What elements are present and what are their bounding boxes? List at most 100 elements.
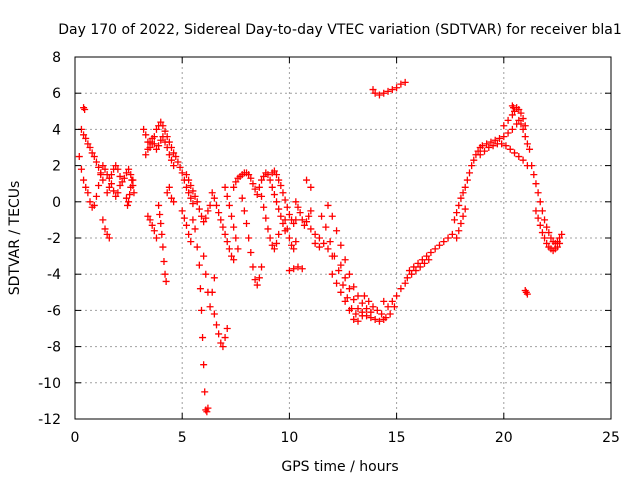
- x-tick-label-4: 20: [495, 430, 513, 446]
- y-tick-label-3: -6: [47, 303, 61, 319]
- data-point-0-346: [461, 205, 469, 213]
- data-point-0-49: [116, 182, 124, 190]
- data-point-0-397: [532, 180, 540, 188]
- data-point-0-391: [509, 104, 517, 112]
- data-point-0-376: [506, 145, 514, 153]
- data-point-0-171: [232, 234, 240, 242]
- data-point-0-274: [358, 299, 366, 307]
- data-point-0-244: [303, 218, 311, 226]
- data-point-0-302: [386, 310, 394, 318]
- data-point-0-213: [275, 205, 283, 213]
- data-point-0-335: [425, 256, 433, 264]
- data-point-0-26: [101, 225, 109, 233]
- data-point-0-81: [157, 136, 165, 144]
- data-point-0-266: [324, 201, 332, 209]
- data-point-0-136: [199, 334, 207, 342]
- data-point-0-152: [219, 343, 227, 351]
- x-axis-label: GPS time / hours: [281, 459, 398, 475]
- data-point-0-181: [247, 174, 255, 182]
- data-point-0-333: [416, 263, 424, 271]
- data-point-0-120: [187, 182, 195, 190]
- data-point-0-4: [84, 189, 92, 197]
- data-point-0-221: [277, 182, 285, 190]
- data-point-0-88: [144, 212, 152, 220]
- data-point-0-361: [508, 125, 516, 133]
- data-point-0-118: [182, 171, 190, 179]
- data-point-0-379: [519, 156, 527, 164]
- data-point-0-265: [352, 310, 360, 318]
- data-point-0-339: [457, 194, 465, 202]
- data-point-0-160: [219, 223, 227, 231]
- data-point-0-314: [384, 87, 392, 95]
- data-point-0-9: [95, 182, 103, 190]
- data-point-0-219: [273, 171, 281, 179]
- data-point-0-305: [384, 303, 392, 311]
- data-point-0-194: [258, 263, 266, 271]
- data-point-0-389: [521, 122, 529, 130]
- data-point-0-206: [260, 172, 268, 180]
- data-point-0-290: [358, 308, 366, 316]
- data-point-0-191: [251, 276, 259, 284]
- data-point-0-138: [201, 388, 209, 396]
- data-point-0-292: [367, 314, 375, 322]
- data-point-0-319: [405, 267, 413, 275]
- data-point-0-356: [487, 138, 495, 146]
- data-point-0-201: [268, 241, 276, 249]
- data-point-0-46: [110, 187, 118, 195]
- data-point-0-288: [350, 296, 358, 304]
- data-point-0-412: [536, 221, 544, 229]
- data-point-0-249: [307, 225, 315, 233]
- data-point-0-45: [107, 180, 115, 188]
- data-point-0-28: [105, 234, 113, 242]
- data-point-0-102: [165, 183, 173, 191]
- data-point-0-239: [292, 198, 300, 206]
- data-point-0-91: [150, 227, 158, 235]
- data-point-0-275: [363, 305, 371, 313]
- data-point-0-90: [148, 221, 156, 229]
- data-point-0-382: [504, 116, 512, 124]
- data-point-0-327: [440, 238, 448, 246]
- data-point-0-155: [208, 189, 216, 197]
- data-point-0-317: [397, 80, 405, 88]
- data-point-0-38: [120, 174, 128, 182]
- data-point-0-199: [264, 225, 272, 233]
- data-point-0-140: [203, 408, 211, 416]
- data-point-0-122: [191, 192, 199, 200]
- data-point-0-209: [266, 176, 274, 184]
- data-point-0-101: [163, 189, 171, 197]
- data-point-0-257: [318, 212, 326, 220]
- data-point-0-280: [341, 297, 349, 305]
- x-tick-label-0: 0: [71, 430, 80, 446]
- data-point-0-75: [144, 145, 152, 153]
- data-point-0-323: [423, 252, 431, 260]
- data-point-0-371: [485, 144, 493, 151]
- data-point-0-320: [410, 263, 418, 271]
- data-point-0-47: [112, 192, 120, 200]
- data-point-0-59: [142, 131, 150, 139]
- data-point-0-111: [187, 194, 195, 202]
- data-point-0-301: [382, 314, 390, 322]
- data-point-0-344: [457, 220, 465, 228]
- data-point-0-193: [255, 274, 263, 282]
- data-point-0-202: [270, 245, 278, 253]
- data-point-0-222: [279, 189, 287, 197]
- data-point-0-83: [161, 138, 169, 146]
- data-point-0-215: [279, 220, 287, 228]
- data-point-0-154: [223, 325, 231, 332]
- y-tick-label-6: 0: [52, 195, 61, 211]
- data-point-0-225: [285, 210, 293, 218]
- data-point-0-395: [528, 162, 536, 170]
- data-point-0-76: [146, 138, 154, 146]
- data-point-0-153: [221, 334, 229, 342]
- data-point-0-235: [285, 267, 293, 275]
- data-point-0-94: [156, 210, 164, 218]
- data-point-0-291: [363, 312, 371, 320]
- data-point-0-286: [341, 274, 349, 282]
- data-point-0-106: [176, 163, 184, 171]
- data-point-0-234: [292, 238, 300, 246]
- data-point-0-338: [455, 201, 463, 209]
- data-point-0-341: [461, 183, 469, 191]
- data-point-0-306: [388, 297, 396, 305]
- data-point-0-128: [204, 207, 212, 215]
